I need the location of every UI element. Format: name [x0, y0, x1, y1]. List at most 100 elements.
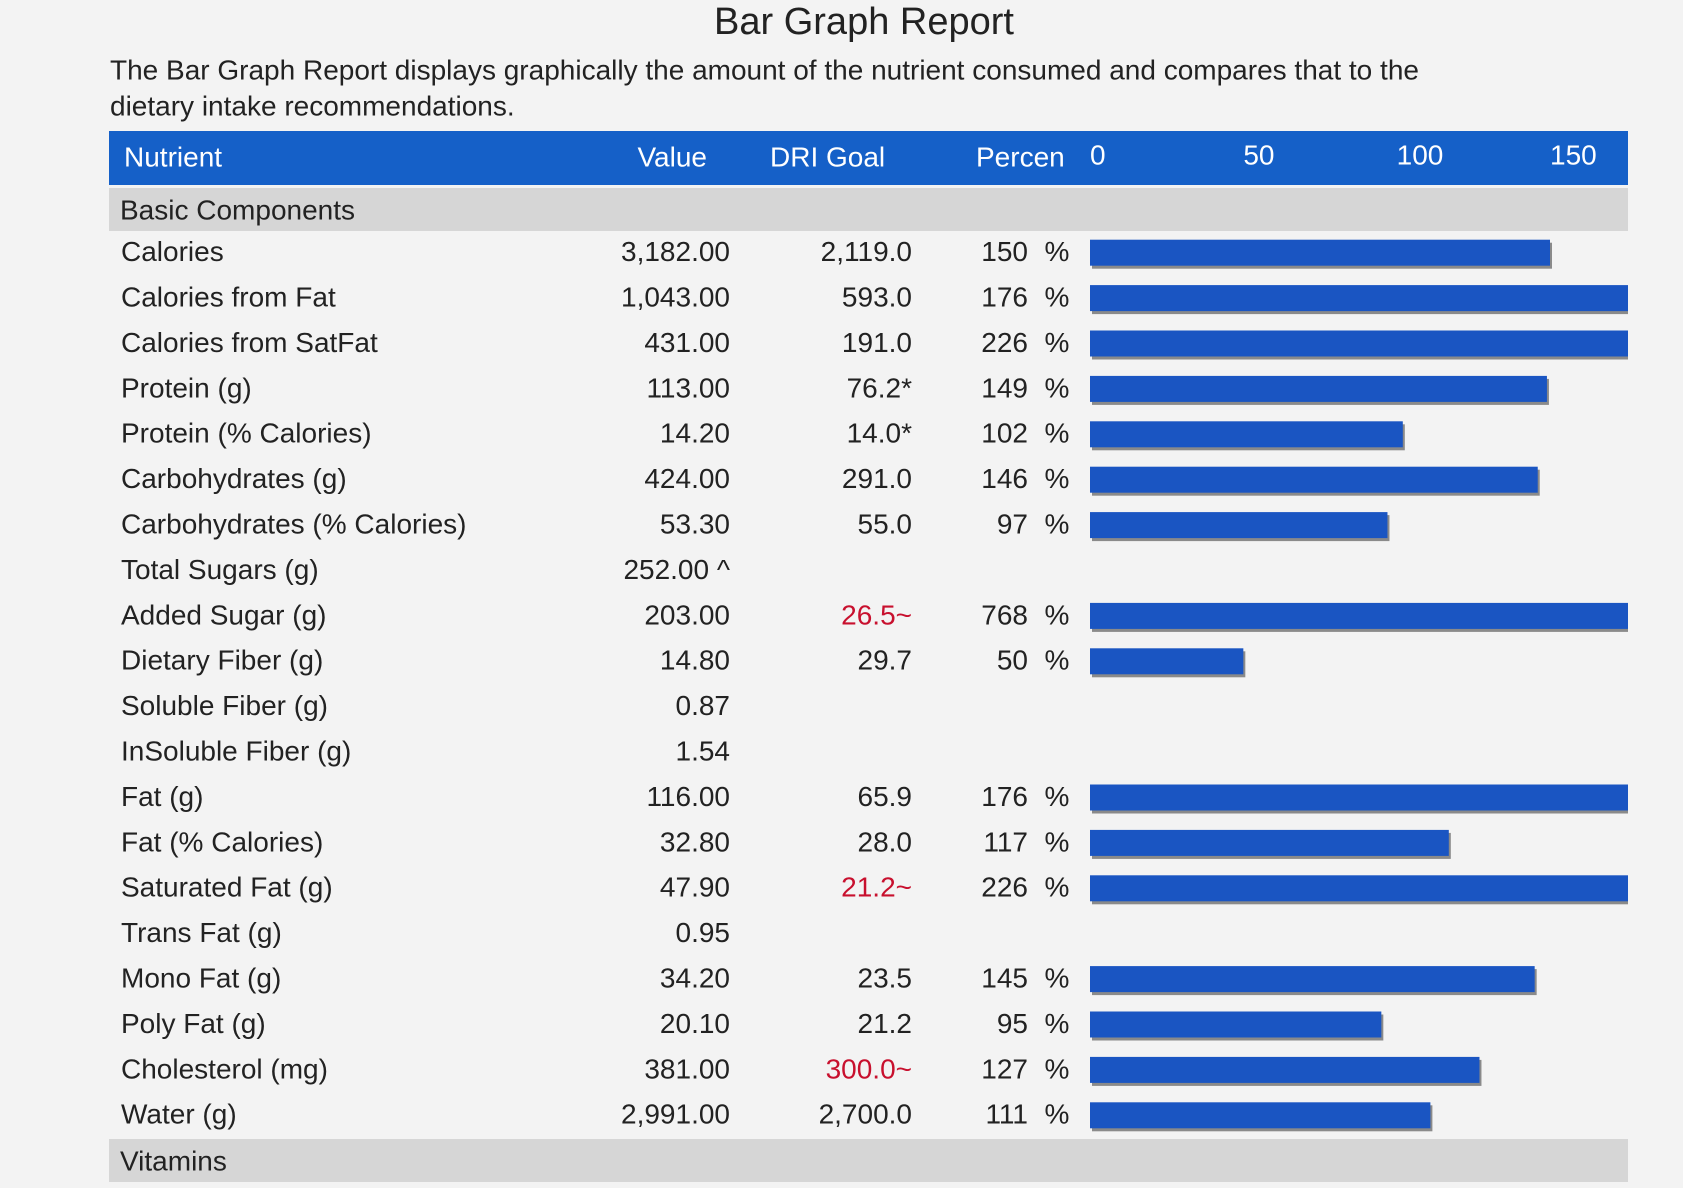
nutrient-value: 20.10 — [660, 1008, 730, 1039]
percent-bar — [1090, 875, 1628, 902]
nutrient-name: Protein (g) — [121, 372, 252, 403]
nutrient-name: Calories from Fat — [121, 281, 336, 312]
nutrient-name: Soluble Fiber (g) — [121, 690, 328, 721]
dri-goal: 23.5 — [858, 962, 913, 993]
percent-unit: % — [1045, 1008, 1070, 1039]
nutrient-name: Water (g) — [121, 1099, 237, 1130]
dri-goal: 26.5~ — [841, 599, 912, 630]
dri-goal: 76.2* — [847, 372, 912, 403]
percent-value: 97 — [997, 508, 1028, 539]
nutrient-value: 1.54 — [676, 735, 731, 766]
dri-goal: 55.0 — [858, 508, 913, 539]
nutrient-value: 0.95 — [676, 917, 731, 948]
dri-goal: 28.0 — [858, 826, 913, 857]
axis-tick-label: 50 — [1243, 139, 1274, 170]
percent-unit: % — [1045, 236, 1070, 267]
percent-unit: % — [1045, 599, 1070, 630]
nutrient-name: Calories from SatFat — [121, 327, 378, 358]
percent-bar — [1090, 966, 1535, 993]
percent-value: 95 — [997, 1008, 1028, 1039]
column-header: Value — [637, 141, 707, 172]
dri-goal: 14.0* — [847, 418, 912, 449]
nutrient-name: Dietary Fiber (g) — [121, 645, 323, 676]
percent-value: 176 — [981, 781, 1028, 812]
axis-tick-label: 100 — [1397, 139, 1444, 170]
percent-value: 768 — [981, 599, 1028, 630]
report-title: Bar Graph Report — [714, 1, 1014, 43]
percent-value: 146 — [981, 463, 1028, 494]
column-header: Nutrient — [124, 141, 222, 172]
percent-value: 226 — [981, 872, 1028, 903]
percent-unit: % — [1045, 281, 1070, 312]
percent-value: 50 — [997, 645, 1028, 676]
nutrient-value: 424.00 — [644, 463, 730, 494]
percent-unit: % — [1045, 463, 1070, 494]
section-label: Vitamins — [120, 1145, 227, 1176]
percent-unit: % — [1045, 508, 1070, 539]
dri-goal: 2,700.0 — [819, 1099, 912, 1130]
description-line: The Bar Graph Report displays graphicall… — [110, 54, 1419, 85]
percent-value: 150 — [981, 236, 1028, 267]
percent-bar — [1090, 602, 1628, 629]
percent-bar — [1090, 512, 1388, 539]
dri-goal: 291.0 — [842, 463, 912, 494]
column-header: DRI Goal — [770, 141, 885, 172]
percent-unit: % — [1045, 872, 1070, 903]
section-row — [109, 1139, 1628, 1182]
nutrient-value: 0.87 — [676, 690, 731, 721]
nutrient-name: Total Sugars (g) — [121, 554, 319, 585]
percent-value: 102 — [981, 418, 1028, 449]
dri-goal: 65.9 — [858, 781, 913, 812]
dri-goal: 593.0 — [842, 281, 912, 312]
nutrient-value: 203.00 — [644, 599, 730, 630]
axis-tick-label: 150 — [1550, 139, 1597, 170]
nutrient-value: 53.30 — [660, 508, 730, 539]
nutrient-name: Saturated Fat (g) — [121, 872, 333, 903]
percent-bar — [1090, 239, 1550, 266]
column-header: Percen — [976, 141, 1065, 172]
nutrient-value: 32.80 — [660, 826, 730, 857]
nutrient-name: Fat (g) — [121, 781, 203, 812]
nutrient-name: Added Sugar (g) — [121, 599, 326, 630]
percent-bar — [1090, 330, 1628, 357]
percent-value: 127 — [981, 1053, 1028, 1084]
nutrient-name: InSoluble Fiber (g) — [121, 735, 351, 766]
nutrient-value: 252.00 ^ — [623, 554, 730, 585]
nutrient-value: 14.80 — [660, 645, 730, 676]
nutrient-value: 113.00 — [646, 372, 730, 403]
section-row — [109, 188, 1628, 231]
nutrient-name: Cholesterol (mg) — [121, 1053, 328, 1084]
percent-bar — [1090, 1011, 1382, 1038]
percent-unit: % — [1045, 418, 1070, 449]
nutrient-value: 116.00 — [646, 781, 730, 812]
dri-goal: 29.7 — [858, 645, 913, 676]
dri-goal: 191.0 — [842, 327, 912, 358]
percent-bar — [1090, 1102, 1431, 1129]
nutrient-name: Calories — [121, 236, 224, 267]
nutrient-value: 34.20 — [660, 962, 730, 993]
dri-goal: 300.0~ — [826, 1053, 912, 1084]
percent-bar — [1090, 285, 1628, 312]
nutrient-value: 431.00 — [644, 327, 730, 358]
nutrient-name: Poly Fat (g) — [121, 1008, 266, 1039]
percent-unit: % — [1045, 1099, 1070, 1130]
percent-bar — [1090, 648, 1244, 675]
nutrient-value: 1,043.00 — [621, 281, 730, 312]
percent-bar — [1090, 784, 1628, 811]
percent-value: 149 — [981, 372, 1028, 403]
percent-value: 176 — [981, 281, 1028, 312]
percent-unit: % — [1045, 1053, 1070, 1084]
description-line: dietary intake recommendations. — [110, 90, 515, 121]
axis-tick-label: 0 — [1090, 139, 1106, 170]
nutrient-value: 2,991.00 — [621, 1099, 730, 1130]
percent-bar — [1090, 829, 1449, 856]
percent-unit: % — [1045, 372, 1070, 403]
percent-value: 226 — [981, 327, 1028, 358]
percent-bar — [1090, 375, 1547, 402]
nutrient-value: 381.00 — [644, 1053, 730, 1084]
nutrient-name: Carbohydrates (% Calories) — [121, 508, 466, 539]
percent-bar — [1090, 1056, 1480, 1083]
nutrient-value: 47.90 — [660, 872, 730, 903]
